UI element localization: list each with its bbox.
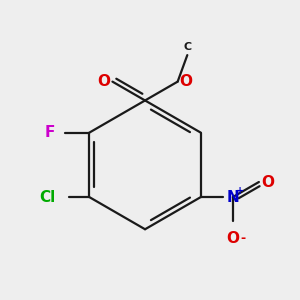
Text: F: F [45,125,55,140]
Text: C: C [183,42,191,52]
Text: +: + [236,186,244,196]
Text: N: N [226,190,239,205]
Text: -: - [241,232,246,245]
Text: O: O [180,74,193,89]
Text: O: O [98,74,110,89]
Text: Cl: Cl [39,190,55,205]
Text: O: O [226,231,239,246]
Text: O: O [261,175,274,190]
